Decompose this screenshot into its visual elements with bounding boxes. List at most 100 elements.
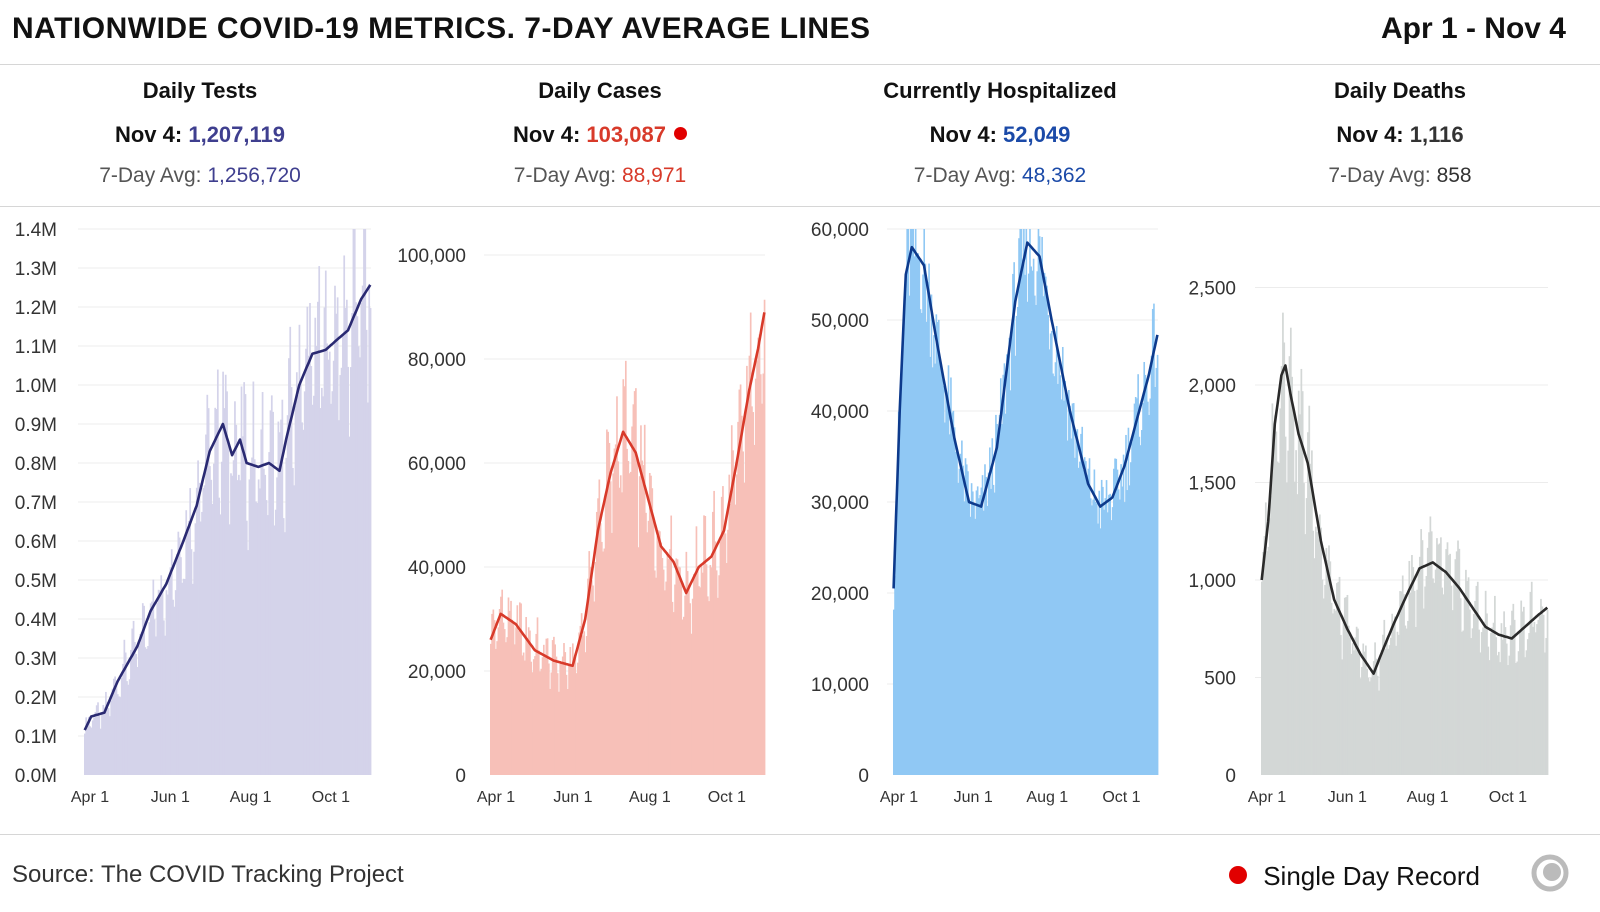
daily-bar [1483,621,1486,775]
daily-bar [228,524,231,775]
daily-bar [1003,363,1006,775]
daily-bar [762,373,765,775]
y-tick-label: 0 [858,766,869,787]
daily-bar [107,708,110,775]
y-tick-label: 10,000 [811,675,869,696]
stat-avg: 7-Day Avg: 1,256,720 [0,164,400,188]
y-tick-label: 1,500 [1188,474,1236,495]
daily-bar [1274,415,1276,775]
chart-header: NATIONWIDE COVID-19 METRICS. 7-DAY AVERA… [0,0,1600,65]
y-tick-label: 2,500 [1188,279,1236,300]
daily-bar [1511,610,1513,775]
daily-bar [320,387,323,775]
daily-bar [1137,374,1139,775]
daily-bar [540,668,543,775]
daily-bar [565,674,568,775]
daily-bar [896,493,899,775]
daily-bar [1263,536,1266,775]
daily-bar [119,697,122,775]
daily-bar [981,475,984,775]
daily-bar [944,422,946,775]
daily-bar [294,405,297,775]
daily-bar [923,229,926,775]
daily-bar [114,676,116,775]
daily-bar [1115,458,1118,775]
daily-bar [166,594,169,775]
daily-bar [935,314,938,775]
daily-bar [236,480,239,775]
daily-bar [1089,498,1092,775]
daily-bar [546,638,549,775]
daily-bar [933,335,935,775]
daily-bar [1337,581,1340,775]
daily-bar [336,297,339,775]
stat-latest-label: Nov 4: [1336,122,1404,147]
daily-bar [1454,559,1457,775]
daily-bar [338,420,340,775]
daily-bar [176,553,178,775]
daily-bar [893,609,895,775]
daily-bar [1057,383,1059,775]
daily-bar [599,523,602,775]
daily-bar [367,402,369,775]
daily-bar [761,403,763,775]
y-tick-label: 60,000 [811,220,869,241]
stat-latest-label: Nov 4: [114,122,183,147]
daily-bar [677,566,680,775]
daily-bar [519,602,521,775]
daily-bar [964,458,967,775]
daily-bar [1040,258,1042,775]
daily-bar [647,520,650,775]
daily-bar [235,424,238,775]
daily-bar [910,229,912,775]
daily-bar [611,532,613,775]
daily-bar [505,642,507,775]
y-tick-label: 0.2M [15,688,57,709]
daily-bar [209,466,211,775]
daily-bar [1404,625,1407,775]
daily-bar [1123,502,1126,775]
daily-bar [1459,598,1462,775]
daily-bar [334,285,336,775]
daily-bar [1462,630,1465,775]
daily-bar [1447,555,1450,775]
daily-bar [177,531,180,775]
daily-bar [537,650,540,775]
daily-bar [357,346,360,775]
daily-bar [549,688,551,775]
daily-bar [157,589,160,775]
daily-bar [529,630,531,775]
daily-bar [314,317,317,775]
daily-bar [1441,587,1444,775]
daily-bar [1132,432,1135,775]
daily-bar [688,587,690,775]
daily-bar [928,263,930,775]
daily-bar [1264,502,1267,775]
daily-bar [1153,303,1155,775]
daily-bar [1268,518,1271,775]
daily-bar [683,616,685,775]
daily-bar [1266,551,1268,775]
daily-bar [315,345,318,775]
daily-bar [1312,530,1315,775]
daily-bar [637,547,640,775]
daily-bar [1023,229,1025,775]
daily-bar [952,410,955,775]
daily-bar [1032,258,1035,776]
daily-bar [1047,315,1049,775]
daily-bar [720,496,723,775]
stat-avg-value: 1,256,720 [207,164,301,187]
daily-bar [743,482,746,775]
daily-bar [624,360,627,775]
daily-bar [1433,582,1436,775]
daily-bar [219,514,222,775]
daily-bar [645,512,647,775]
daily-bar [956,454,958,775]
daily-bar [1043,272,1046,775]
daily-bar [939,361,941,775]
y-tick-label: 20,000 [811,584,869,605]
daily-bar [1127,427,1130,775]
daily-bar [1376,675,1379,775]
daily-bar [973,502,975,775]
daily-bar [359,357,361,775]
